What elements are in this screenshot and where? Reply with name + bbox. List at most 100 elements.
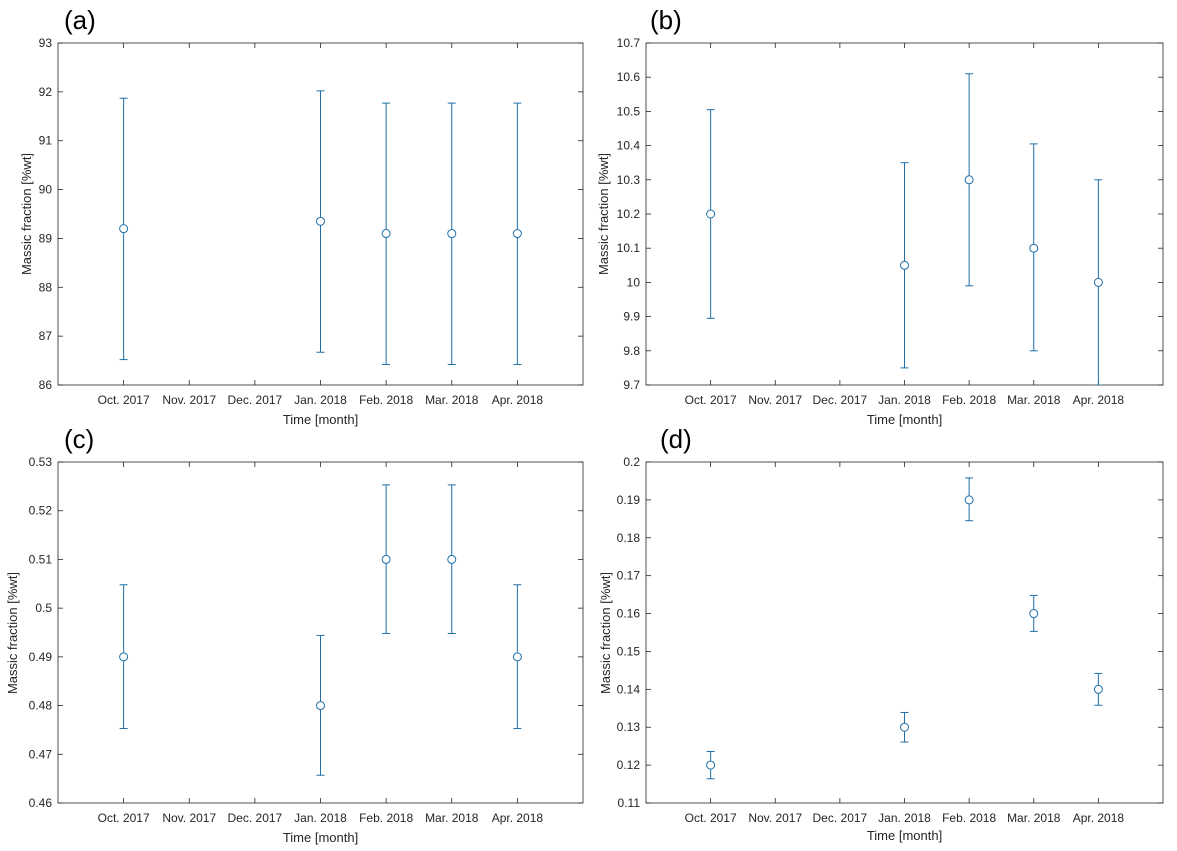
y-tick-label: 93 xyxy=(39,36,53,50)
y-tick-label: 0.19 xyxy=(617,493,641,507)
x-tick-label: Mar. 2018 xyxy=(1007,811,1061,825)
panel-c: (c) 0.46 0.47 0.48 0.49 0.5 0.51 0.52 0.53 Oct. 2… xyxy=(5,424,584,845)
x-tick-label: Oct. 2017 xyxy=(685,811,737,825)
x-tick-label: Dec. 2017 xyxy=(813,393,868,407)
y-tick-label: 0.49 xyxy=(29,650,53,664)
y-tick-label: 0.11 xyxy=(618,796,641,810)
data-series xyxy=(706,477,1103,780)
y-tick-label: 0.12 xyxy=(617,758,641,772)
y-tick-label: 10.6 xyxy=(617,70,641,84)
error-bar-point xyxy=(447,102,457,365)
error-bar-point xyxy=(900,162,909,369)
y-tick-label: 9.9 xyxy=(623,310,640,324)
error-bar-point xyxy=(119,97,129,361)
error-bar-point xyxy=(381,484,391,634)
data-point xyxy=(1093,684,1103,694)
x-tick-label: Dec. 2017 xyxy=(228,811,283,825)
y-tick-label: 91 xyxy=(39,134,53,148)
data-point xyxy=(1093,277,1103,287)
data-point xyxy=(447,229,457,239)
data-point xyxy=(964,495,974,505)
error-bar-point xyxy=(447,484,457,634)
y-tick-label: 10 xyxy=(627,275,641,289)
x-tick-label: Feb. 2018 xyxy=(359,393,413,407)
x-tick-label: Apr. 2018 xyxy=(1073,393,1125,407)
data-point xyxy=(964,175,974,185)
y-tick-label: 0.53 xyxy=(29,455,53,469)
panel-b: (b) 9.7 9.8 9.9 10 10.1 10.2 10.3 10.4 10.5 10.6 10… xyxy=(596,5,1164,427)
x-tick-label: Feb. 2018 xyxy=(942,393,996,407)
x-tick-label: Mar. 2018 xyxy=(1007,393,1061,407)
x-tick-label: Nov. 2017 xyxy=(162,393,216,407)
x-tick-label: Oct. 2017 xyxy=(685,393,737,407)
x-tick-label: Oct. 2017 xyxy=(98,811,150,825)
y-tick-label: 0.13 xyxy=(617,720,641,734)
y-axis-label: Massic fraction [%wt] xyxy=(5,572,20,694)
error-bar-point xyxy=(964,73,974,287)
y-tick-label: 92 xyxy=(39,85,53,99)
panel-label: (d) xyxy=(660,424,692,454)
data-point xyxy=(1029,243,1039,253)
x-axis-label: Time [month] xyxy=(867,412,942,427)
panel-label: (c) xyxy=(64,424,94,454)
data-point xyxy=(119,224,129,234)
y-tick-label: 88 xyxy=(39,280,53,294)
data-point xyxy=(900,722,909,732)
panel-label: (b) xyxy=(650,5,682,35)
y-tick-label: 87 xyxy=(39,329,53,343)
x-tick-label: Nov. 2017 xyxy=(162,811,216,825)
y-tick-label: 10.1 xyxy=(617,241,641,255)
data-point xyxy=(512,229,522,239)
y-tick-label: 10.3 xyxy=(617,173,641,187)
x-axis-label: Time [month] xyxy=(283,412,358,427)
x-tick-label: Mar. 2018 xyxy=(425,811,479,825)
error-bar-point xyxy=(119,584,129,729)
panel-a: (a) 86 87 88 89 90 91 92 93 Oct. 2017 Nov. 2017 Dec… xyxy=(19,5,584,427)
y-tick-label: 0.2 xyxy=(623,455,640,469)
y-tick-label: 10.7 xyxy=(617,36,641,50)
y-tick-label: 0.48 xyxy=(29,699,53,713)
y-axis-label: Massic fraction [%wt] xyxy=(596,153,611,275)
data-point xyxy=(1029,609,1039,619)
error-bar-point xyxy=(512,102,522,365)
y-tick-label: 0.51 xyxy=(29,552,53,566)
panel-label: (a) xyxy=(64,5,96,35)
error-bar-point xyxy=(964,477,974,522)
data-point xyxy=(119,652,129,662)
y-tick-label: 90 xyxy=(39,183,53,197)
y-tick-label: 10.4 xyxy=(617,139,641,153)
error-bar-point xyxy=(706,109,716,319)
x-tick-label: Nov. 2017 xyxy=(748,811,802,825)
error-bar-point xyxy=(381,102,391,365)
data-point xyxy=(316,701,325,711)
data-point xyxy=(447,554,457,564)
y-tick-label: 0.52 xyxy=(29,504,53,518)
y-tick-label: 10.5 xyxy=(617,104,641,118)
x-tick-label: Feb. 2018 xyxy=(359,811,413,825)
error-bar-point xyxy=(512,584,522,729)
error-bar-point xyxy=(1093,672,1103,706)
y-tick-label: 86 xyxy=(39,378,53,392)
x-tick-label: Apr. 2018 xyxy=(492,811,544,825)
error-bar-point xyxy=(316,634,325,776)
y-tick-label: 10.2 xyxy=(617,207,641,221)
panel-d: (d) 0.11 0.12 0.13 0.14 0.15 0.16 0.17 0.18 0.19 0… xyxy=(598,424,1164,843)
data-series xyxy=(119,484,522,776)
y-tick-label: 89 xyxy=(39,231,53,245)
error-bar-point xyxy=(316,90,325,353)
y-tick-label: 0.15 xyxy=(617,644,641,658)
x-tick-label: Jan. 2018 xyxy=(878,393,931,407)
error-bar-point xyxy=(1029,143,1039,352)
x-tick-label: Jan. 2018 xyxy=(294,393,347,407)
x-tick-label: Feb. 2018 xyxy=(942,811,996,825)
y-axis-label: Massic fraction [%wt] xyxy=(19,153,34,275)
data-point xyxy=(381,229,391,239)
error-bar-point xyxy=(900,711,909,743)
plot-area xyxy=(645,461,1164,804)
error-bar-point xyxy=(1029,594,1039,632)
x-axis-label: Time [month] xyxy=(867,828,942,843)
y-tick-label: 0.47 xyxy=(29,747,53,761)
data-point xyxy=(706,760,716,770)
x-tick-label: Dec. 2017 xyxy=(813,811,868,825)
y-tick-label: 0.16 xyxy=(617,607,641,621)
